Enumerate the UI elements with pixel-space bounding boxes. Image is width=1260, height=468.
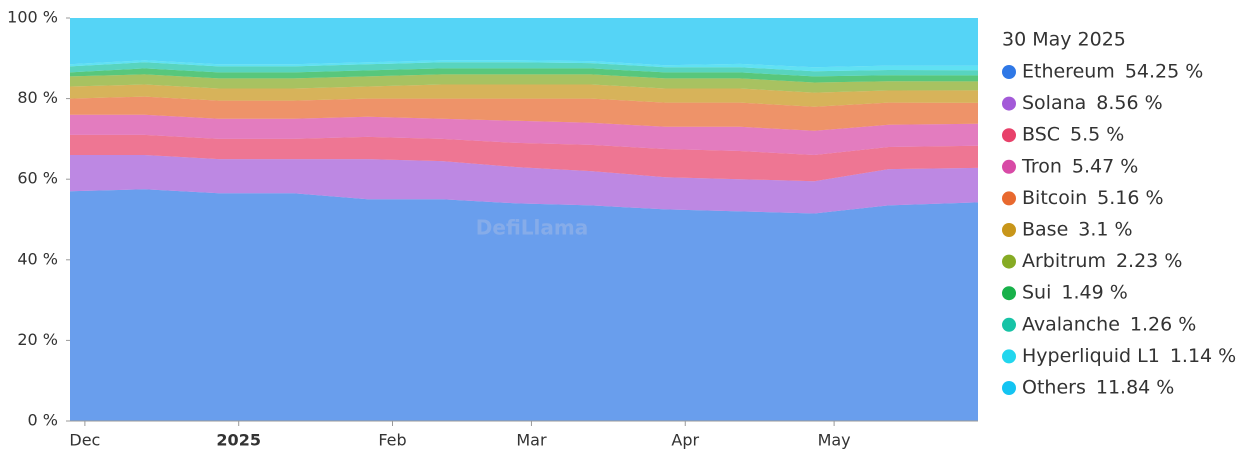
y-tick-label: 0 %	[28, 411, 58, 430]
legend-dot	[1002, 286, 1016, 301]
legend-dot	[1002, 317, 1016, 332]
area	[70, 134, 978, 182]
y-tick-label: 20 %	[17, 330, 58, 349]
legend-label: Solana	[1022, 92, 1086, 114]
legend-value: 54.25 %	[1125, 61, 1204, 83]
area	[70, 68, 978, 83]
legend-label: Ethereum	[1022, 61, 1115, 83]
area	[70, 189, 978, 421]
area	[70, 96, 978, 131]
x-tick-label: May	[818, 431, 851, 450]
legend-dot	[1002, 128, 1016, 143]
legend-label: Arbitrum	[1022, 250, 1106, 272]
area	[70, 114, 978, 155]
legend-value: 5.47 %	[1072, 155, 1138, 177]
watermark: DefiLlama	[476, 216, 588, 240]
legend-label: Sui	[1022, 282, 1051, 304]
legend-value: 1.14 %	[1170, 345, 1236, 367]
legend-label: Avalanche	[1022, 313, 1120, 335]
legend-value: 3.1 %	[1078, 219, 1132, 241]
y-tick-label: 100 %	[7, 8, 58, 27]
legend-dot	[1002, 191, 1016, 206]
legend-value: 11.84 %	[1096, 377, 1175, 399]
legend-dot	[1002, 349, 1016, 364]
area	[70, 155, 978, 214]
area	[70, 18, 978, 68]
legend-dot	[1002, 381, 1016, 395]
plot-area	[70, 18, 978, 421]
legend-value: 2.23 %	[1116, 250, 1182, 272]
x-tick-label: Dec	[69, 431, 100, 450]
legend-value: 1.26 %	[1130, 313, 1196, 335]
x-tick-label: Mar	[516, 431, 547, 450]
legend-label: BSC	[1022, 124, 1060, 146]
area	[70, 74, 978, 93]
legend-label: Hyperliquid L1	[1022, 345, 1160, 367]
x-tick-label: 2025	[216, 431, 261, 450]
legend-value: 1.49 %	[1061, 282, 1127, 304]
legend-label: Bitcoin	[1022, 187, 1087, 209]
legend-title: 30 May 2025	[1002, 29, 1126, 51]
x-tick-label: Apr	[671, 431, 699, 450]
y-tick-label: 60 %	[17, 169, 58, 188]
y-tick-label: 80 %	[17, 88, 58, 107]
legend-value: 5.16 %	[1097, 187, 1163, 209]
legend-label: Tron	[1021, 155, 1062, 177]
y-tick-label: 40 %	[17, 249, 58, 268]
legend-value: 5.5 %	[1070, 124, 1124, 146]
legend-dot	[1002, 223, 1016, 237]
legend-dot	[1002, 96, 1016, 111]
legend-dot	[1002, 159, 1016, 174]
legend-label: Others	[1022, 377, 1086, 399]
legend-value: 8.56 %	[1096, 92, 1162, 114]
x-tick-label: Feb	[378, 431, 406, 450]
area	[70, 84, 978, 107]
legend-dot	[1002, 65, 1016, 79]
area	[70, 60, 978, 72]
legend-dot	[1002, 254, 1016, 269]
area	[70, 62, 978, 77]
legend-label: Base	[1022, 219, 1068, 241]
